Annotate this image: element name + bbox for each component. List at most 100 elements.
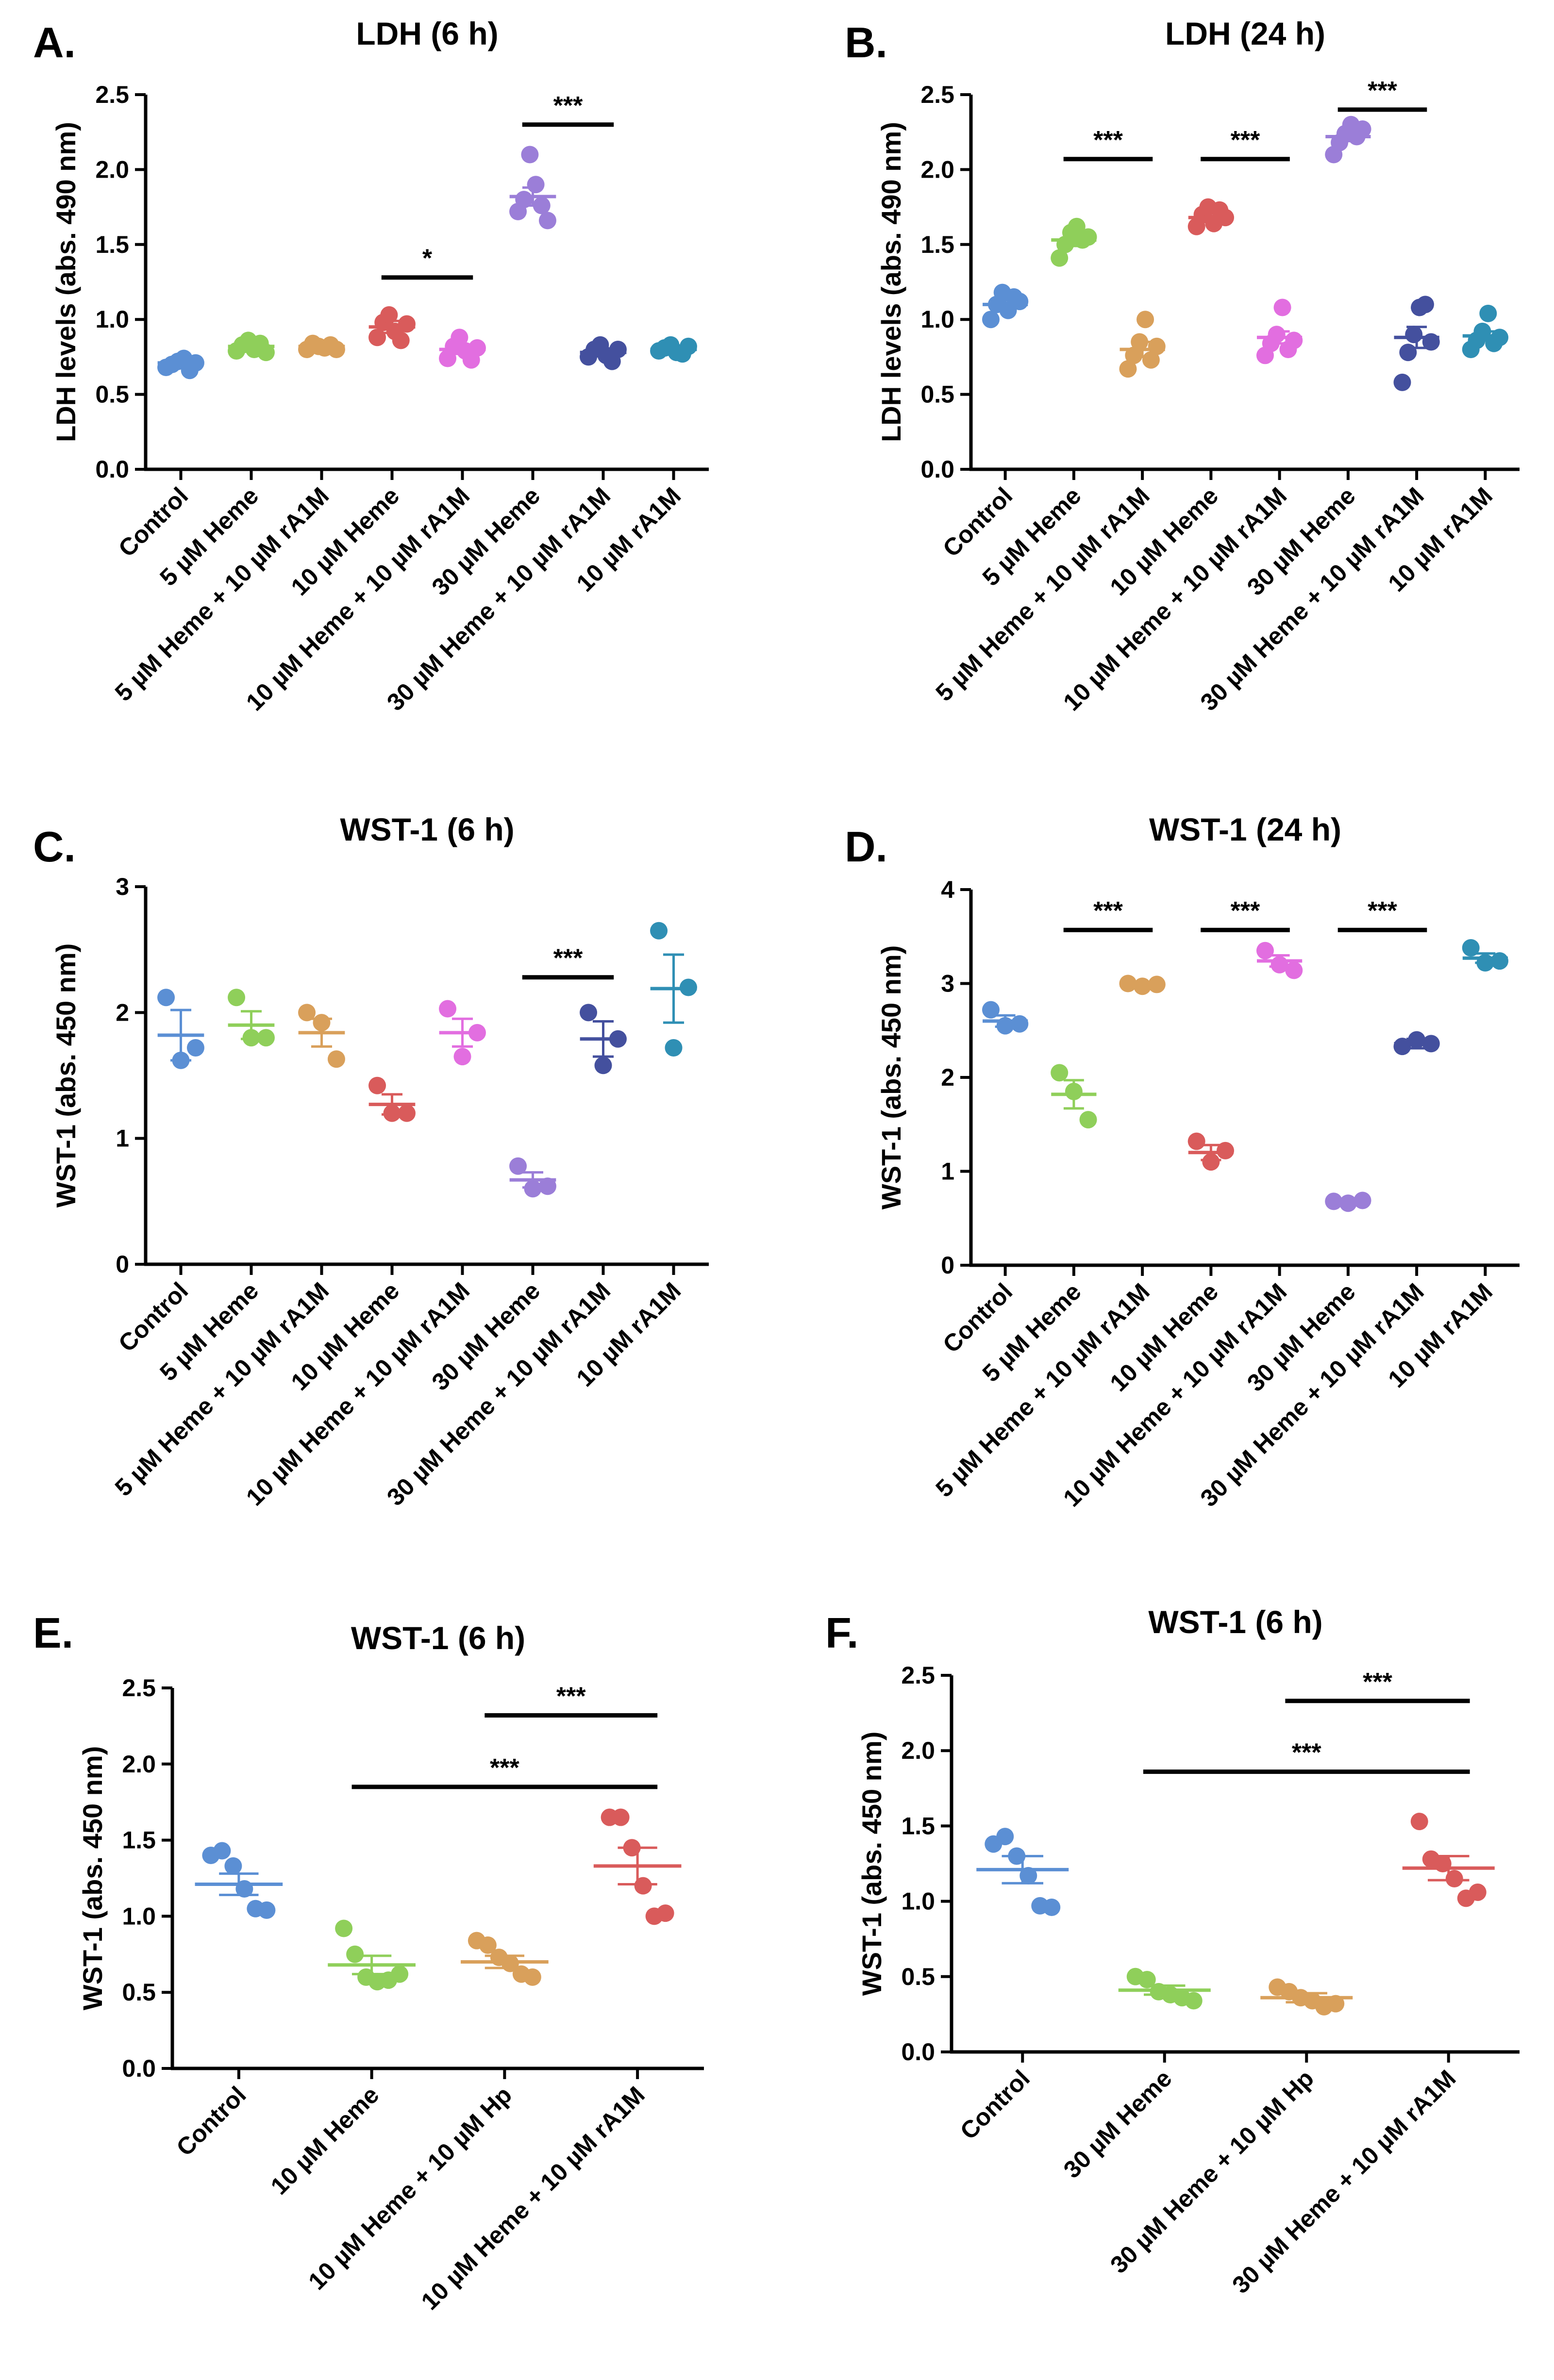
data-point [368, 329, 386, 347]
significance-label: *** [1231, 126, 1260, 154]
y-tick-label: 0.0 [95, 456, 129, 483]
y-tick-label: 3 [116, 873, 129, 900]
data-point [392, 331, 410, 349]
data-point [679, 337, 697, 355]
data-point [1051, 249, 1069, 267]
data-point [1142, 351, 1160, 369]
y-tick-label: 2.5 [95, 81, 129, 108]
data-point [1136, 311, 1154, 329]
y-tick-label: 0.0 [901, 2038, 935, 2066]
data-point [650, 922, 668, 940]
data-point [665, 1039, 683, 1057]
data-point [538, 212, 556, 230]
data-point [257, 1029, 275, 1047]
y-tick-label: 1 [116, 1125, 129, 1152]
data-point [1119, 360, 1137, 378]
significance-label: *** [553, 944, 583, 973]
y-tick-label: 0.0 [920, 456, 954, 483]
data-point [1353, 120, 1371, 138]
y-tick-label: 2 [941, 1064, 954, 1091]
data-point [982, 1001, 1000, 1019]
data-point [524, 1180, 542, 1198]
y-tick-label: 1.0 [901, 1888, 935, 1915]
data-point [1256, 942, 1274, 959]
significance-label: *** [1231, 897, 1260, 925]
y-tick-label: 0.5 [901, 1963, 935, 1990]
y-tick-label: 2 [116, 999, 129, 1026]
panel-b: B. LDH (24 h) 0.0 0.5 1.0 1.5 2.0 2.5 LDH levels… [845, 16, 1520, 716]
data-point [1011, 293, 1029, 311]
y-tick-label: 1.0 [95, 306, 129, 333]
data-point [479, 1936, 497, 1954]
panel-label: D. [845, 823, 887, 871]
y-tick-label: 2.5 [920, 81, 954, 108]
data-point [527, 176, 545, 194]
y-tick-label: 0 [941, 1252, 954, 1279]
data-point [1068, 217, 1086, 235]
y-tick-label: 2.0 [901, 1737, 935, 1764]
y-tick-label: 1.5 [920, 231, 954, 258]
chart-title: WST-1 (24 h) [1149, 811, 1341, 847]
data-point [509, 1157, 527, 1175]
data-point [213, 1842, 231, 1860]
y-tick-label: 0.5 [95, 381, 129, 408]
chart-title: WST-1 (6 h) [351, 1620, 525, 1656]
y-tick-label: 2.0 [122, 1751, 156, 1778]
significance-label: * [422, 245, 433, 273]
y-tick-label: 0.5 [920, 381, 954, 408]
data-point [157, 989, 175, 1007]
chart-title: LDH (6 h) [356, 16, 498, 51]
data-point [1445, 1870, 1463, 1888]
data-point [1185, 1992, 1203, 2010]
data-point [1079, 228, 1097, 246]
y-tick-label: 4 [941, 876, 954, 903]
data-point [1138, 1971, 1156, 1989]
data-point [1405, 326, 1423, 344]
data-point [391, 1965, 409, 1983]
data-point [612, 1808, 630, 1826]
y-tick-label: 2.0 [920, 156, 954, 183]
data-point [186, 1039, 204, 1057]
panel-label: C. [33, 823, 76, 871]
y-axis-label: WST-1 (abs. 450 nm) [50, 943, 81, 1208]
data-point [398, 315, 416, 333]
data-point [580, 1004, 598, 1022]
panel-label: F. [825, 1609, 858, 1657]
data-point [398, 1104, 416, 1122]
y-tick-label: 2.5 [901, 1662, 935, 1689]
panel-label: B. [845, 18, 887, 66]
significance-label: *** [556, 1682, 586, 1710]
x-tick-label: Control [171, 2081, 251, 2161]
data-point [1217, 1141, 1235, 1159]
x-tick-label: 10 µM Heme + 10 µM rA1M [416, 2081, 650, 2315]
y-tick-label: 1.5 [122, 1827, 156, 1854]
significance-label: *** [1363, 1668, 1392, 1696]
data-point [1187, 1132, 1205, 1150]
significance-label: *** [1292, 1739, 1321, 1767]
data-point [1469, 1883, 1487, 1901]
data-point [1079, 1111, 1097, 1129]
data-point [298, 1004, 316, 1022]
data-point [258, 1901, 276, 1919]
data-point [594, 1057, 612, 1074]
data-point [1285, 331, 1303, 349]
data-point [996, 1828, 1014, 1846]
y-axis-label: LDH levels (abs. 490 nm) [876, 122, 906, 442]
data-point [1285, 961, 1303, 979]
y-tick-label: 3 [941, 970, 954, 997]
data-point [538, 1177, 556, 1195]
data-point [1051, 1064, 1069, 1082]
significance-label: *** [1368, 77, 1397, 105]
data-point [521, 146, 539, 164]
data-point [1410, 1813, 1428, 1831]
y-axis-label: WST-1 (abs. 450 nm) [856, 1732, 887, 1996]
data-point [224, 1857, 242, 1875]
x-tick-label: 10 µM Heme [266, 2081, 384, 2200]
data-point [1393, 373, 1411, 391]
chart-title: LDH (24 h) [1165, 16, 1325, 51]
data-point [523, 1968, 541, 1986]
y-tick-label: 0.0 [122, 2055, 156, 2082]
x-tick-label: 30 µM Heme [1058, 2065, 1177, 2183]
